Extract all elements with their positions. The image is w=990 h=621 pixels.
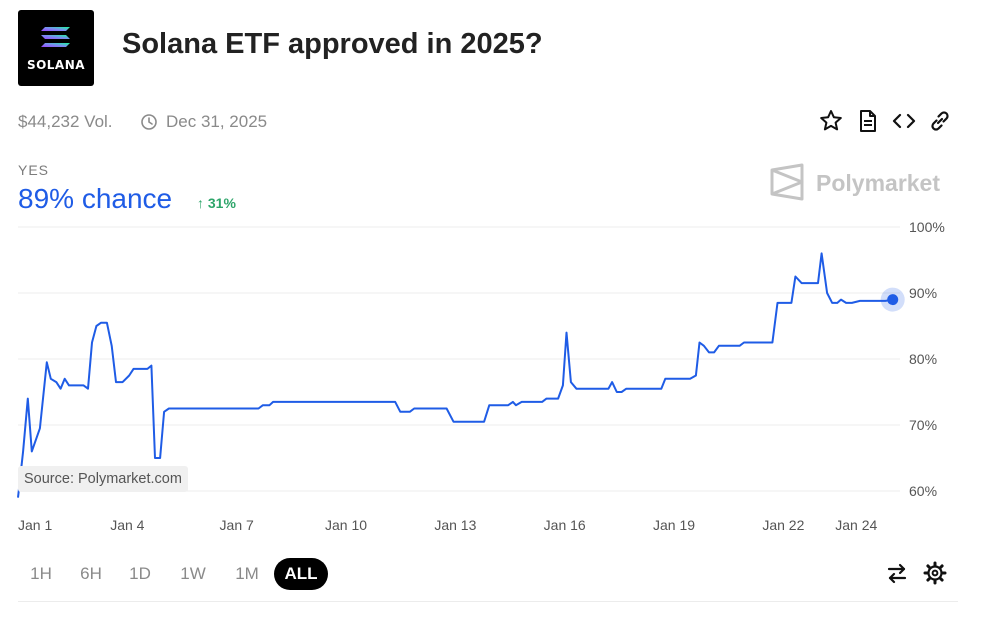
outcome-label: YES bbox=[18, 162, 50, 178]
swap-arrows-icon[interactable] bbox=[884, 560, 910, 586]
settings-gear-icon[interactable] bbox=[922, 560, 948, 586]
x-tick-label: Jan 4 bbox=[110, 517, 144, 533]
range-1d-button[interactable]: 1D bbox=[129, 564, 151, 583]
x-tick-label: Jan 7 bbox=[220, 517, 254, 533]
x-tick-label: Jan 19 bbox=[653, 517, 695, 533]
y-tick-label: 100% bbox=[909, 219, 945, 235]
change-value: 31% bbox=[207, 195, 236, 211]
polymarket-logo-icon bbox=[770, 163, 804, 201]
y-tick-label: 80% bbox=[909, 351, 937, 367]
volume-text: $44,232 Vol. bbox=[18, 112, 113, 131]
series-line bbox=[17, 252, 893, 498]
x-tick-label: Jan 13 bbox=[434, 517, 476, 533]
link-icon[interactable] bbox=[927, 108, 953, 134]
solana-logo: SOLANA bbox=[18, 10, 94, 86]
series-lines bbox=[17, 252, 893, 498]
x-tick-label: Jan 10 bbox=[325, 517, 367, 533]
x-axis-labels: Jan 1 Jan 4 Jan 7 Jan 10 Jan 13 Jan 16 Jan 19 J… bbox=[18, 517, 877, 533]
x-tick-label: Jan 16 bbox=[544, 517, 586, 533]
change-badge: ↑ 31% bbox=[197, 195, 236, 211]
range-1h-button[interactable]: 1H bbox=[30, 564, 52, 583]
star-icon[interactable] bbox=[818, 108, 844, 134]
current-point-dot bbox=[887, 294, 899, 306]
y-axis-labels: 100% 90% 80% 70% 60% bbox=[909, 219, 945, 499]
chance-value: 89% chance bbox=[18, 183, 173, 214]
bottom-divider bbox=[18, 601, 958, 602]
document-icon[interactable] bbox=[855, 108, 881, 134]
y-tick-label: 90% bbox=[909, 285, 937, 301]
polymarket-wordmark: Polymarket bbox=[816, 170, 941, 196]
clock-icon bbox=[141, 114, 157, 130]
range-all-button[interactable]: ALL bbox=[274, 558, 328, 590]
x-tick-label: Jan 1 bbox=[18, 517, 52, 533]
x-tick-label: Jan 22 bbox=[762, 517, 804, 533]
range-1w-button[interactable]: 1W bbox=[180, 564, 206, 583]
logo-wordmark: SOLANA bbox=[26, 58, 86, 72]
price-history-chart: 100%90%80%70%60% Jan 1 Jan 4 Jan 7 Jan 10 Ja… bbox=[17, 219, 945, 533]
end-date-text: Dec 31, 2025 bbox=[166, 112, 268, 131]
range-6h-button[interactable]: 6H bbox=[80, 564, 102, 583]
y-tick-label: 70% bbox=[909, 417, 937, 433]
range-1m-button[interactable]: 1M bbox=[235, 564, 259, 583]
current-point bbox=[880, 287, 905, 312]
source-label: Source: Polymarket.com bbox=[18, 466, 188, 492]
grid-lines bbox=[18, 226, 900, 492]
arrow-up-icon: ↑ bbox=[197, 195, 204, 211]
market-title: Solana ETF approved in 2025? bbox=[122, 28, 543, 60]
y-tick-label: 60% bbox=[909, 483, 937, 499]
x-tick-label: Jan 24 bbox=[835, 517, 877, 533]
code-embed-icon[interactable] bbox=[891, 108, 917, 134]
solana-mark-icon bbox=[41, 27, 70, 47]
